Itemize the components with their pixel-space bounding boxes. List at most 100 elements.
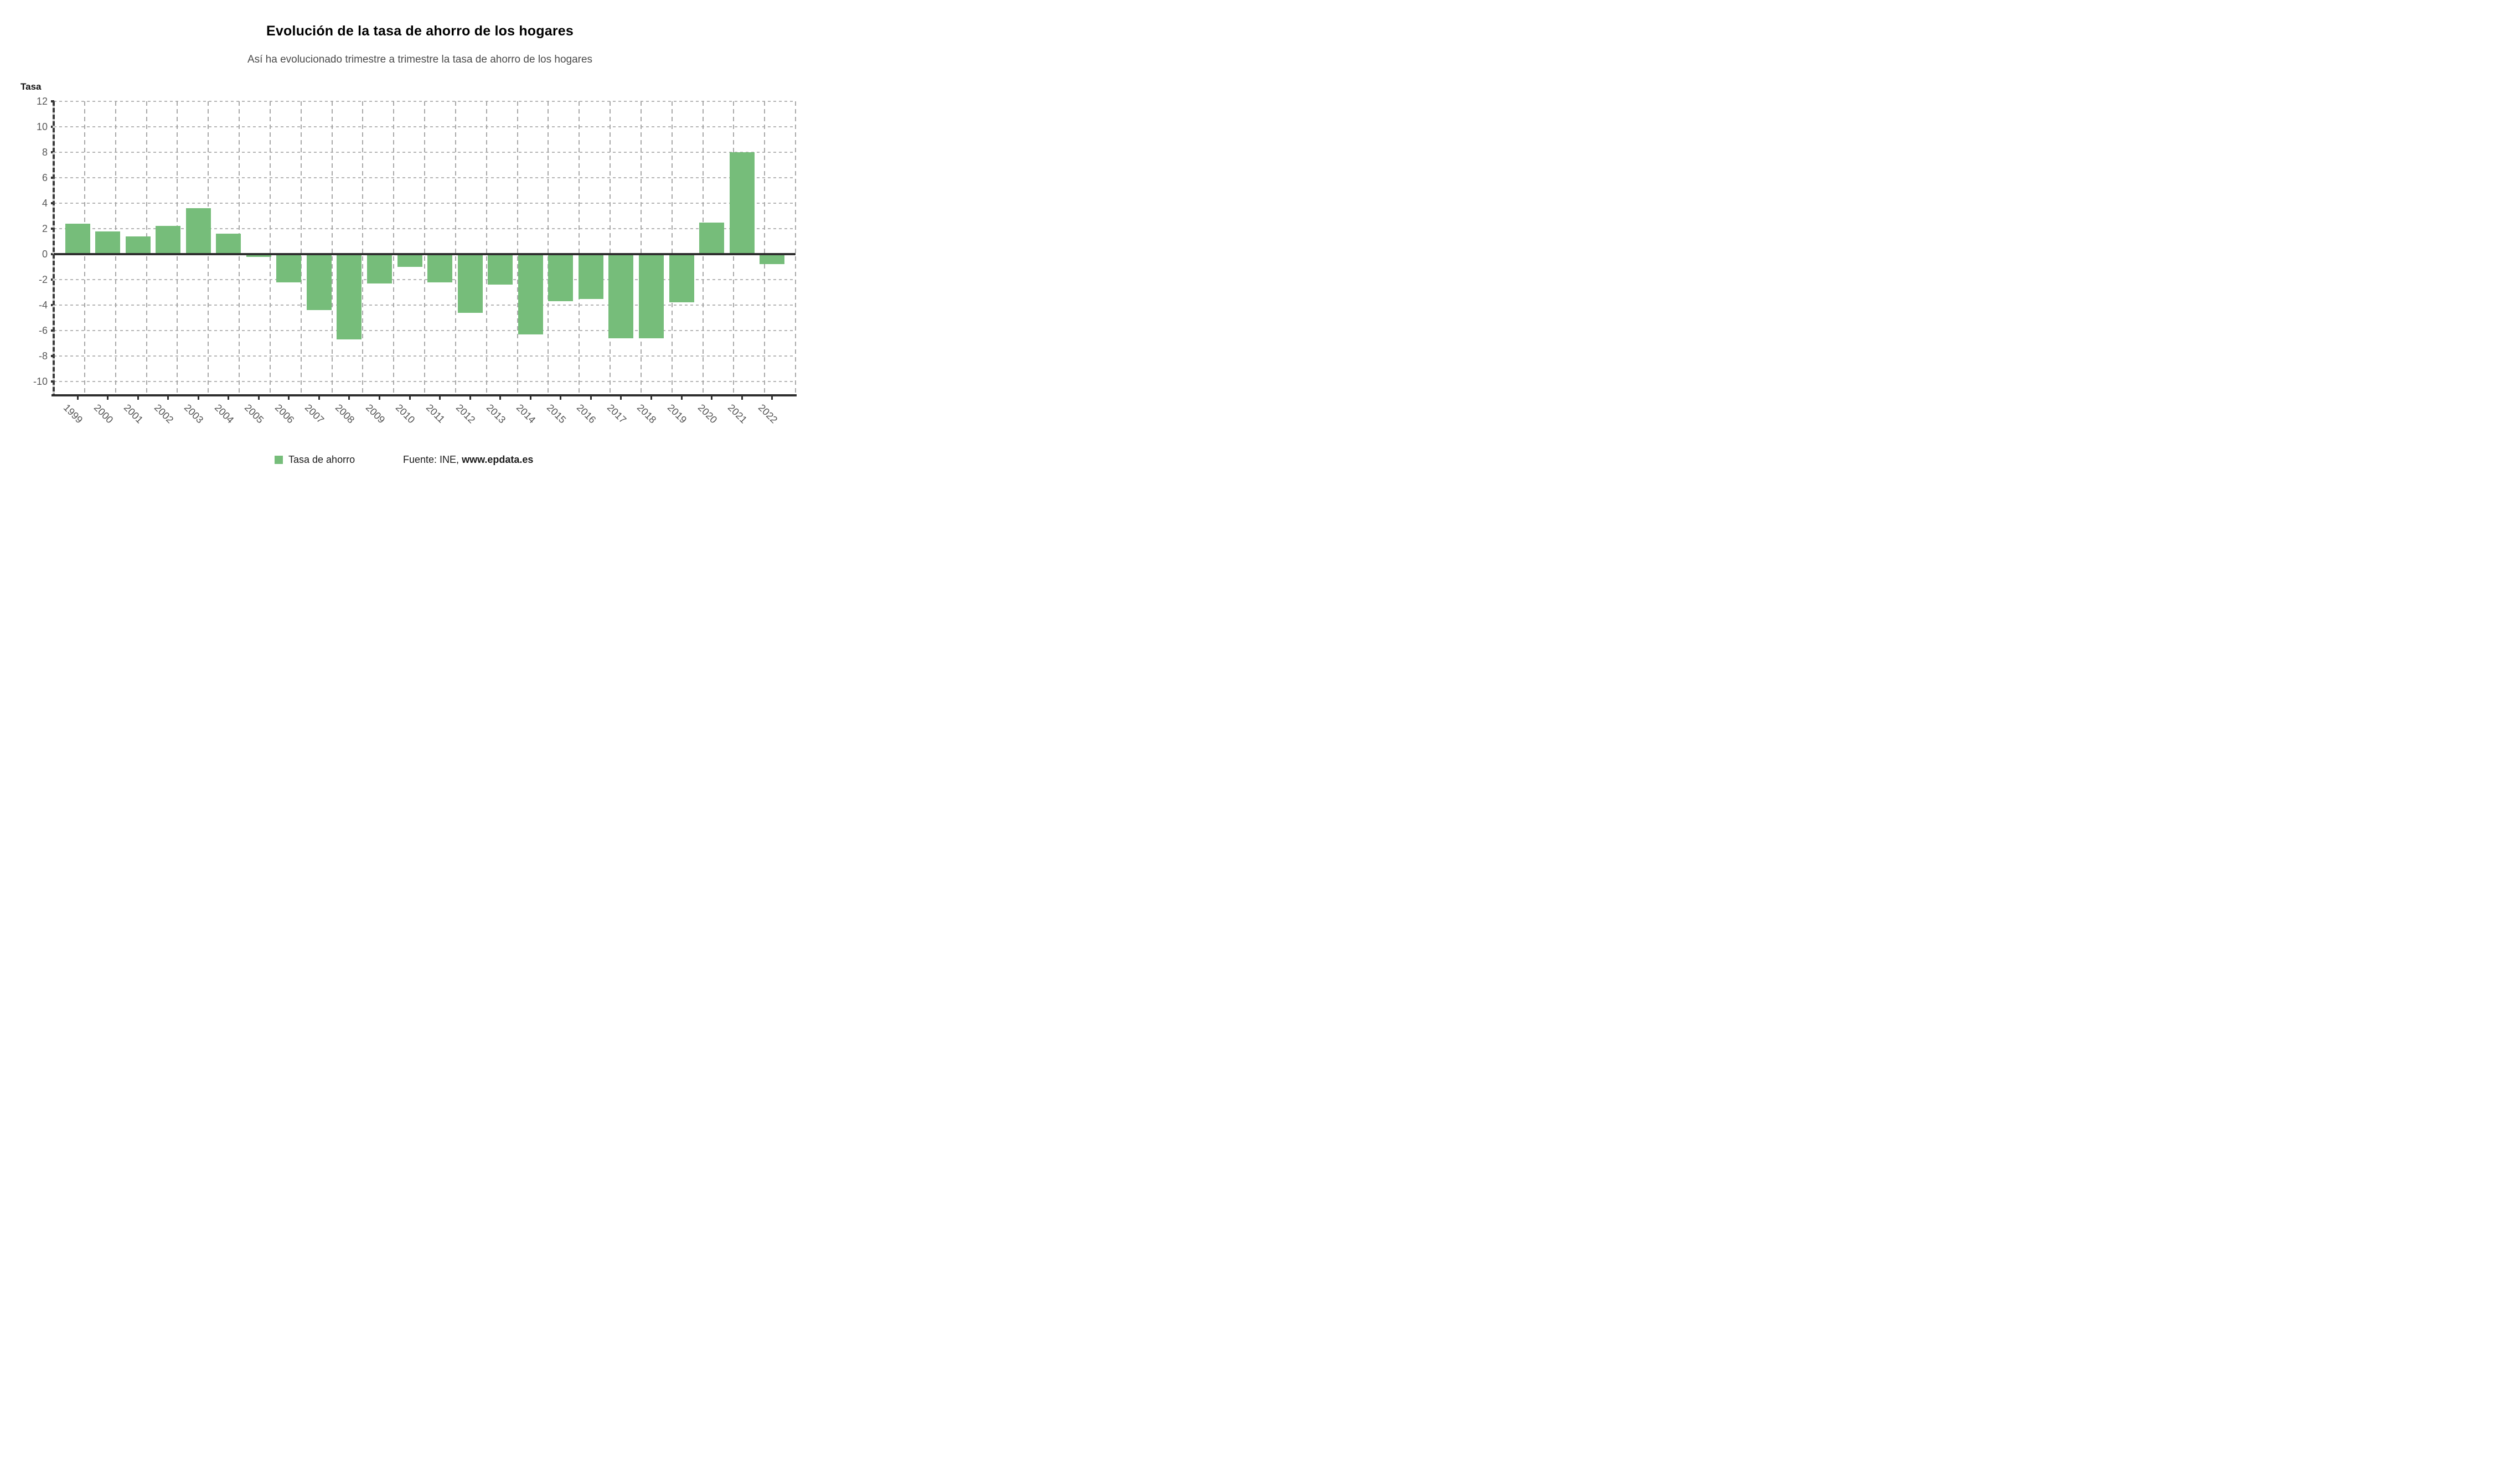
- source-url: www.epdata.es: [462, 454, 534, 465]
- bar-2014: [518, 254, 543, 334]
- y-tick-label: 8: [42, 147, 48, 158]
- x-tick-label: 1999: [61, 402, 85, 426]
- y-tick-label: 0: [42, 249, 48, 260]
- gridline-vertical: [764, 101, 766, 394]
- x-tick-mark: [499, 396, 502, 400]
- bar-2012: [457, 254, 483, 313]
- x-tick-mark: [167, 396, 169, 400]
- legend-swatch: [275, 456, 283, 464]
- legend: Tasa de ahorro Fuente: INE, www.epdata.e…: [0, 454, 840, 467]
- y-tick-label: 12: [36, 96, 48, 107]
- gridline-vertical: [331, 101, 333, 394]
- x-tick-label: 2006: [272, 402, 297, 426]
- x-tick-mark: [409, 396, 411, 400]
- bar-2002: [156, 226, 181, 254]
- bar-2016: [578, 254, 603, 299]
- x-tick-label: 2003: [182, 402, 206, 426]
- bar-2006: [276, 254, 302, 282]
- x-tick-label: 2019: [665, 402, 689, 426]
- gridline-vertical: [393, 101, 395, 394]
- bar-2000: [95, 231, 121, 254]
- y-tick-label: 2: [42, 223, 48, 234]
- x-tick-label: 2015: [544, 402, 569, 426]
- y-axis-title: Tasa: [20, 81, 42, 92]
- gridline-vertical: [424, 101, 425, 394]
- x-tick-label: 2018: [635, 402, 659, 426]
- x-tick-label: 2012: [453, 402, 478, 426]
- gridline-vertical: [548, 101, 549, 394]
- x-tick-mark: [228, 396, 230, 400]
- bar-2003: [185, 208, 211, 254]
- x-tick-mark: [107, 396, 109, 400]
- x-tick-mark: [348, 396, 350, 400]
- x-tick-label: 2005: [242, 402, 266, 426]
- y-tick-label: -10: [33, 376, 48, 387]
- y-tick-label: -6: [38, 325, 48, 336]
- bar-2018: [638, 254, 664, 338]
- gridline-vertical: [269, 101, 271, 394]
- legend-series-label: Tasa de ahorro: [288, 454, 355, 465]
- bar-1999: [65, 223, 90, 254]
- bar-2010: [397, 254, 422, 267]
- zero-line: [54, 253, 796, 255]
- x-tick-label: 2008: [333, 402, 357, 426]
- x-tick-mark: [711, 396, 713, 400]
- x-tick-mark: [590, 396, 592, 400]
- x-tick-label: 2013: [484, 402, 508, 426]
- bar-2009: [367, 254, 392, 283]
- x-tick-label: 2021: [725, 402, 750, 426]
- y-tick-label: -2: [38, 274, 48, 285]
- chart-canvas: Evolución de la tasa de ahorro de los ho…: [0, 0, 840, 493]
- x-tick-mark: [529, 396, 531, 400]
- bar-2004: [216, 234, 241, 254]
- x-tick-label: 2011: [424, 402, 447, 425]
- bar-2011: [427, 254, 453, 282]
- x-tick-mark: [650, 396, 652, 400]
- chart-title: Evolución de la tasa de ahorro de los ho…: [266, 23, 574, 39]
- x-tick-mark: [741, 396, 743, 400]
- gridline-vertical: [517, 101, 518, 394]
- x-tick-label: 2017: [605, 402, 629, 426]
- y-tick-label: -4: [38, 300, 48, 311]
- x-tick-label: 2000: [91, 402, 115, 426]
- gridline-vertical: [795, 101, 796, 394]
- x-tick-mark: [439, 396, 441, 400]
- bar-2007: [306, 254, 332, 311]
- x-tick-label: 2001: [121, 402, 146, 426]
- x-tick-label: 2009: [363, 402, 387, 426]
- y-tick-label: -8: [38, 350, 48, 362]
- x-tick-mark: [257, 396, 260, 400]
- gridline-vertical: [640, 101, 642, 394]
- x-tick-mark: [771, 396, 773, 400]
- gridline-vertical: [362, 101, 364, 394]
- x-tick-label: 2022: [756, 402, 779, 426]
- y-tick-label: 6: [42, 172, 48, 183]
- source-text: Fuente: INE, www.epdata.es: [403, 454, 533, 466]
- bar-2019: [669, 254, 694, 303]
- gridline-vertical: [671, 101, 673, 394]
- bar-2022: [760, 254, 785, 265]
- x-tick-label: 2004: [212, 402, 236, 426]
- y-axis-line: [53, 101, 55, 394]
- bar-2015: [548, 254, 574, 302]
- x-tick-mark: [680, 396, 683, 400]
- gridline-vertical: [579, 101, 580, 394]
- x-tick-mark: [620, 396, 622, 400]
- gridline-vertical: [486, 101, 487, 394]
- bar-2008: [337, 254, 362, 340]
- x-tick-mark: [469, 396, 471, 400]
- x-tick-mark: [379, 396, 380, 400]
- y-tick-label: 4: [42, 198, 48, 209]
- x-tick-label: 2020: [695, 402, 719, 426]
- x-tick-label: 2014: [514, 402, 538, 426]
- bar-2021: [729, 152, 755, 254]
- bar-2017: [608, 254, 634, 338]
- bar-2005: [246, 255, 271, 257]
- x-axis-line: [51, 394, 797, 396]
- x-tick-label: 2002: [152, 402, 175, 426]
- x-tick-mark: [137, 396, 139, 400]
- bar-2020: [699, 222, 725, 254]
- x-tick-mark: [197, 396, 199, 400]
- x-tick-mark: [318, 396, 320, 400]
- x-tick-mark: [288, 396, 290, 400]
